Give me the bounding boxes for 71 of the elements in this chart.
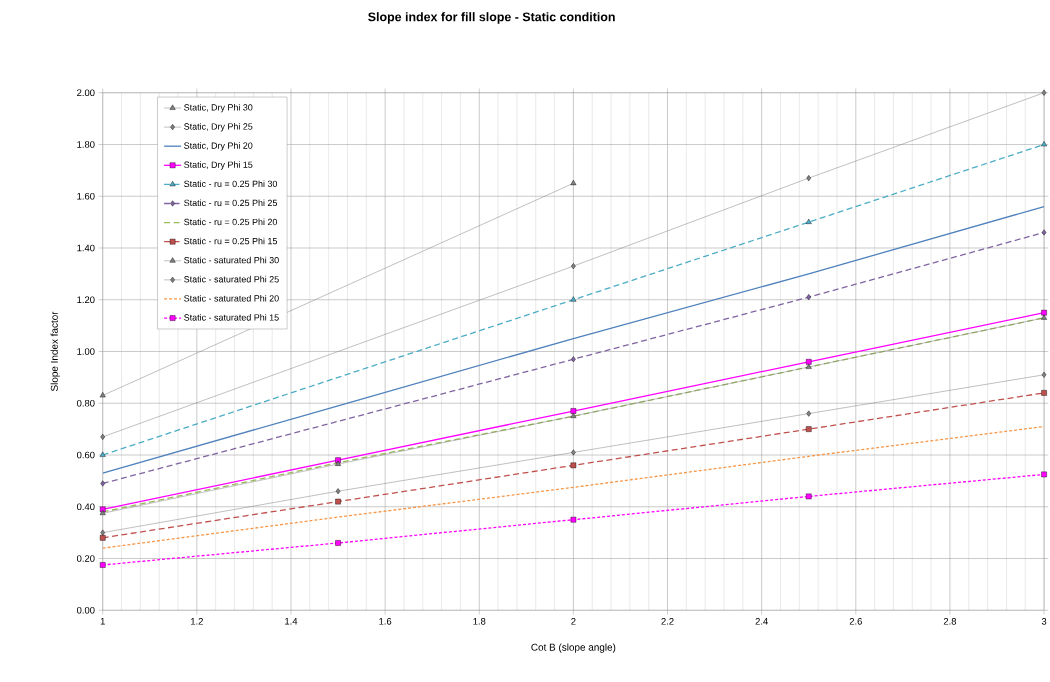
x-tick-label: 1.6 — [379, 617, 392, 625]
point — [806, 410, 812, 417]
x-tick-label: 1.2 — [191, 617, 203, 625]
point — [571, 356, 576, 363]
y-tick-label: 1.40 — [77, 244, 95, 252]
y-axis-title: Slope Index factor — [50, 311, 60, 392]
point — [571, 263, 576, 270]
y-tick-label: 0.00 — [76, 606, 95, 614]
y-tick-label: 1.60 — [77, 192, 95, 200]
y-tick-label: 1.80 — [77, 141, 95, 148]
legend-label: Static, Dry Phi 20 — [184, 142, 253, 151]
x-axis-title: Cot B (slope angle) — [531, 643, 616, 653]
point — [570, 296, 577, 302]
point — [805, 218, 812, 224]
legend-label: Static - ru = 0.25 Phi 15 — [184, 237, 278, 245]
y-tick-label: 1.00 — [77, 348, 95, 355]
point — [100, 529, 106, 536]
legend-label: Static - saturated Phi 15 — [184, 314, 279, 321]
point — [1041, 471, 1047, 478]
y-tick-label: 1.20 — [77, 296, 95, 304]
legend-label: Static, Dry Phi 25 — [184, 123, 253, 132]
point — [805, 359, 812, 365]
point — [570, 412, 577, 418]
x-tick-label: 2.6 — [849, 617, 862, 625]
point — [1041, 229, 1047, 236]
x-tick-label: 2.2 — [661, 617, 674, 625]
legend-label: Static - ru = 0.25 Phi 25 — [184, 199, 278, 207]
y-tick-label: 0.40 — [76, 503, 95, 511]
y-tick-label: 0.60 — [76, 451, 95, 459]
legend-label: Static - saturated Phi 20 — [184, 294, 279, 302]
point — [1041, 371, 1047, 378]
point — [806, 294, 812, 301]
legend-label: Static, Dry Phi 15 — [184, 161, 253, 170]
x-tick-label: 3 — [1041, 617, 1047, 625]
point — [570, 408, 577, 414]
point — [99, 451, 106, 457]
point — [335, 498, 341, 505]
point — [806, 175, 812, 182]
y-tick-label: 0.20 — [76, 555, 95, 562]
point — [100, 433, 106, 440]
y-tick-label: 2.00 — [77, 89, 95, 97]
point — [1041, 309, 1047, 316]
point — [805, 493, 812, 500]
x-tick-label: 1.4 — [285, 617, 298, 625]
legend-label: Static - ru = 0.25 Phi 30 — [184, 180, 278, 187]
legend-label: Static - ru = 0.25 Phi 20 — [184, 218, 278, 226]
x-tick-label: 1.8 — [473, 617, 486, 625]
point — [571, 449, 576, 456]
point — [335, 540, 341, 546]
y-tick-label: 0.80 — [76, 399, 95, 407]
x-tick-label: 2.8 — [943, 617, 957, 625]
point — [100, 480, 106, 487]
line-series — [102, 425, 1045, 549]
chart-title: Slope index for fill slope - Static condition — [368, 12, 615, 24]
point — [1041, 141, 1048, 147]
point — [1041, 390, 1047, 396]
x-tick-label: 2.4 — [755, 617, 768, 625]
legend-label: Static, Dry Phi 30 — [184, 103, 253, 113]
point — [1041, 89, 1047, 96]
point — [1041, 314, 1048, 320]
point — [570, 462, 577, 469]
legend-label: Static - saturated Phi 30 — [184, 256, 279, 264]
legend-label: Static - saturated Phi 25 — [184, 275, 279, 283]
point — [335, 488, 341, 495]
x-tick-label: 1 — [100, 617, 105, 625]
point — [99, 534, 106, 541]
point — [99, 562, 106, 568]
x-tick-label: 2 — [571, 617, 576, 625]
point — [805, 363, 812, 369]
point — [570, 516, 577, 523]
point — [805, 426, 812, 432]
